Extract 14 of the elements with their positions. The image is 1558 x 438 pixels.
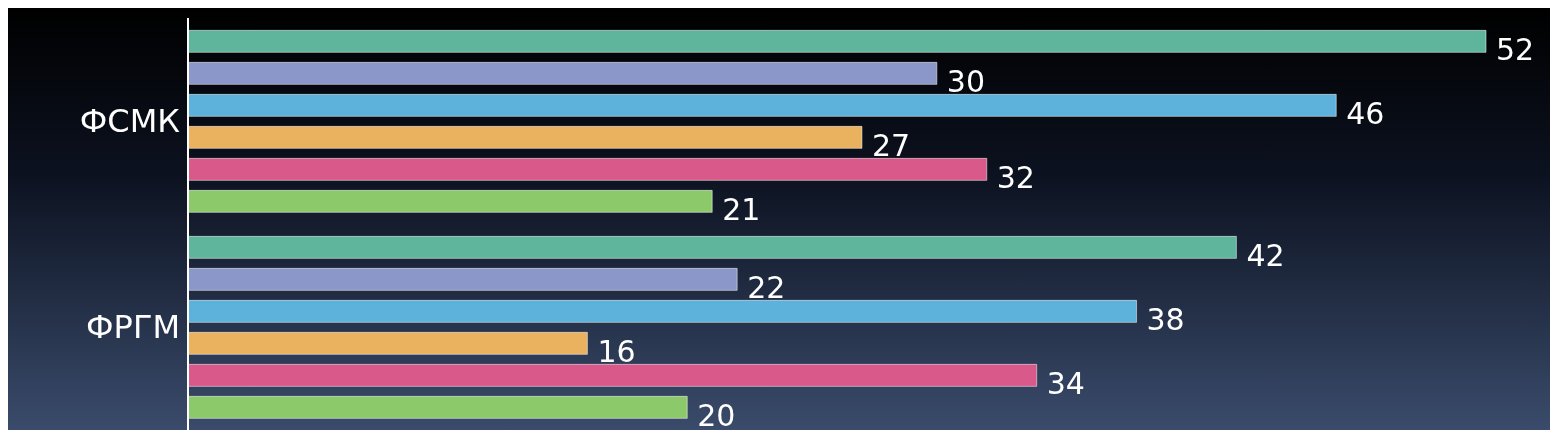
data-label: 52 xyxy=(1496,32,1535,68)
y-tick-label: ФСМК xyxy=(79,102,181,141)
data-label: 22 xyxy=(747,270,786,306)
data-label: 38 xyxy=(1146,302,1185,338)
data-label: 46 xyxy=(1346,96,1385,132)
data-label: 30 xyxy=(946,64,986,100)
y-tick-label: ФРГМ xyxy=(86,308,180,347)
data-label: 34 xyxy=(1046,366,1085,402)
data-label: 27 xyxy=(871,128,911,164)
data-label: 42 xyxy=(1246,238,1285,274)
data-label: 32 xyxy=(996,160,1035,196)
data-label: 16 xyxy=(597,334,636,370)
data-label: 20 xyxy=(697,398,736,434)
data-label: 21 xyxy=(722,192,761,228)
